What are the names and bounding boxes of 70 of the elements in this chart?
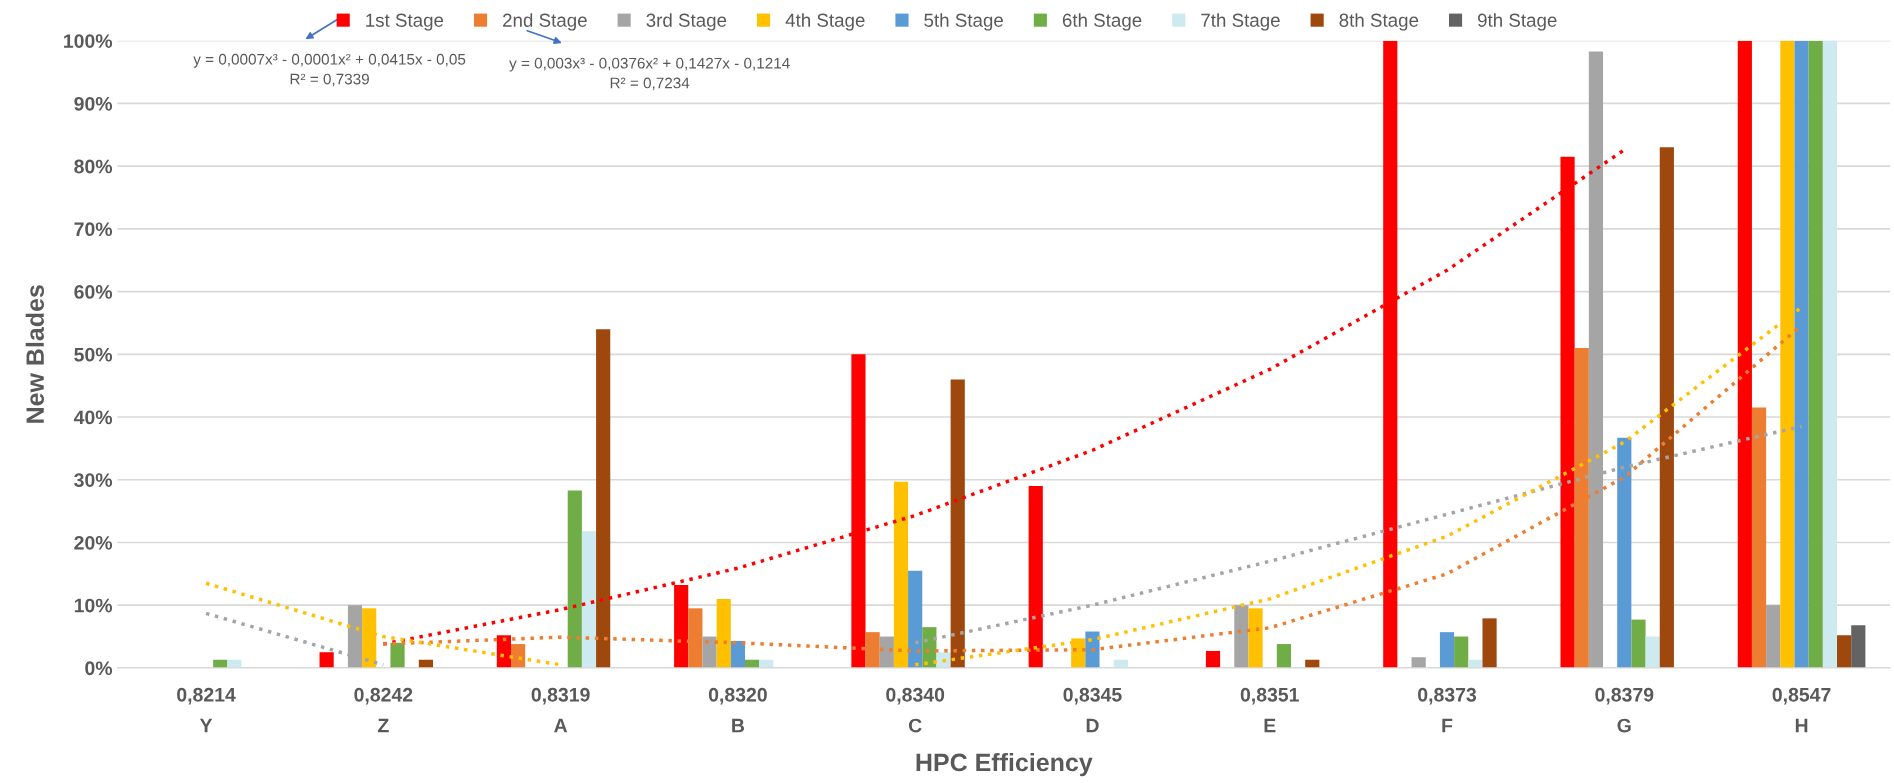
annotation: y = 0,0007x³ - 0,0001x² + 0,0415x - 0,05 R² = 0,7339 [193,53,466,87]
y-tick-label: 60% [74,285,113,299]
bar [1751,407,1767,668]
legend-label: 8th Stage [1339,13,1419,31]
bar [390,642,405,668]
bar [1822,40,1838,668]
bar [1617,437,1632,668]
bar [730,640,745,668]
bar [1737,40,1752,668]
y-axis-title: New Blades [25,285,45,423]
legend-label: 1st Stage [366,13,444,31]
y-tick-label: 50% [74,347,113,362]
x-axis-title: HPC Efficiency [916,752,1093,777]
bar [1837,635,1852,668]
bar [596,329,611,668]
y-tick-label: 10% [74,598,113,613]
y-tick-label: 30% [74,473,113,488]
y-tick-label: 90% [74,96,113,111]
bar [1205,650,1221,668]
y-tick-label: 0% [85,661,113,676]
bar [716,598,731,668]
bar [702,636,717,668]
x-tick-label: 0,8242 Z [354,687,413,733]
bar [227,659,242,668]
bar [1085,631,1100,668]
legend-label: 5th Stage [924,13,1003,31]
x-tick-label: 0,8351 E [1240,687,1299,733]
bar [1851,625,1866,668]
y-tick-label: 20% [74,535,113,550]
x-tick-label: 0,8320 B [708,687,767,733]
bar [1808,40,1823,668]
legend-label: 6th Stage [1062,13,1142,31]
bar [908,570,923,668]
y-tick-label: 70% [74,222,113,237]
bar [1248,608,1263,668]
bar [1276,644,1292,668]
bar [496,635,511,668]
bar [1439,632,1455,668]
x-tick-label: 0,8340 C [886,687,945,733]
bar [1659,147,1674,668]
y-tick-label: 100% [64,34,113,48]
bar [567,490,582,668]
bar [1794,40,1809,668]
bar [1411,657,1426,668]
x-tick-label: 0,8373 F [1418,687,1477,733]
y-tick-label: 80% [74,159,113,174]
legend-label: 7th Stage [1201,13,1280,31]
bar [1645,636,1660,668]
x-tick-label: 0,8345 D [1063,687,1122,733]
x-tick-label: 0,8547 H [1772,687,1831,733]
x-tick-label: 0,8319 A [531,687,590,733]
bar [936,652,951,668]
bar [1234,605,1249,668]
legend-label: 3rd Stage [646,13,727,31]
bar [893,481,909,668]
x-tick-label: 0,8214 Y [177,687,236,733]
bar [1766,605,1781,668]
bar [1454,636,1469,668]
legend-label: 2nd Stage [503,13,587,31]
annotation: y = 0,003x³ - 0,0376x² + 0,1427x - 0,1214 R² = 0,7234 [509,57,790,91]
legend-label: 9th Stage [1477,13,1557,31]
x-tick-label: 0,8379 G [1595,687,1654,733]
legend-label: 4th Stage [785,13,865,31]
y-tick-label: 40% [73,410,113,425]
bar [319,652,334,668]
bar [581,531,597,668]
bar [950,379,965,668]
bar [1028,486,1043,668]
bar [1482,618,1497,668]
bar [1631,619,1646,668]
